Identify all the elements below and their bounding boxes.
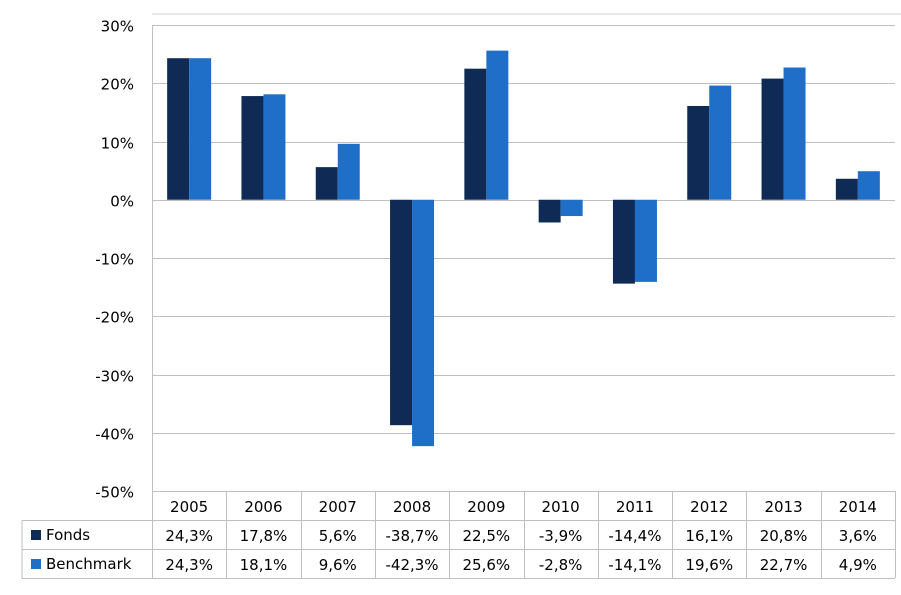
legend-label-fonds: Fonds — [46, 526, 90, 544]
bar-fonds-2009 — [464, 68, 487, 200]
legend-key-fonds — [31, 530, 41, 540]
bar-fonds-2010 — [538, 199, 561, 223]
data-label-fonds: -14,4% — [608, 527, 661, 545]
y-tick-label: 0% — [110, 193, 134, 211]
data-label-fonds: 16,1% — [685, 527, 733, 545]
y-tick-label: -30% — [95, 368, 134, 386]
x-category-label: 2005 — [170, 498, 208, 516]
bar-benchmark-2007 — [337, 143, 360, 200]
bar-benchmark-2013 — [783, 67, 806, 200]
data-label-benchmark: 4,9% — [839, 556, 877, 574]
bar-benchmark-2012 — [709, 85, 732, 200]
data-label-fonds: 17,8% — [240, 527, 288, 545]
legend-key-benchmark — [31, 559, 41, 569]
y-tick-label: 30% — [101, 18, 134, 36]
bar-fonds-2013 — [761, 78, 784, 200]
legend-label-benchmark: Benchmark — [46, 555, 132, 573]
data-label-benchmark: 19,6% — [685, 556, 733, 574]
bar-fonds-2005 — [167, 58, 190, 200]
bar-fonds-2006 — [241, 96, 264, 200]
bar-benchmark-2006 — [263, 94, 286, 200]
x-category-label: 2009 — [467, 498, 505, 516]
bar-fonds-2011 — [612, 199, 635, 284]
x-category-label: 2012 — [690, 498, 728, 516]
data-label-benchmark: -42,3% — [386, 556, 439, 574]
data-label-benchmark: 25,6% — [463, 556, 511, 574]
x-category-label: 2006 — [244, 498, 282, 516]
x-category-label: 2007 — [319, 498, 357, 516]
data-label-benchmark: 24,3% — [165, 556, 213, 574]
data-label-benchmark: 18,1% — [240, 556, 288, 574]
data-label-fonds: 3,6% — [839, 527, 877, 545]
bar-benchmark-2008 — [412, 199, 435, 447]
data-label-fonds: 24,3% — [165, 527, 213, 545]
bar-benchmark-2010 — [560, 199, 583, 217]
bars — [167, 50, 880, 447]
y-tick-label: -10% — [95, 251, 134, 269]
axes: 30% 20% 10% 0% -10% -20% -30% -40% -50% — [95, 18, 153, 578]
x-category-label: 2014 — [839, 498, 877, 516]
y-tick-label: 10% — [101, 135, 134, 153]
y-tick-label: -40% — [95, 426, 134, 444]
data-label-benchmark: -2,8% — [539, 556, 583, 574]
bar-fonds-2007 — [315, 167, 338, 200]
data-label-benchmark: 22,7% — [760, 556, 808, 574]
data-table: 2005 2006 2007 2008 2009 2010 2011 2012 2013 2014… — [21, 491, 896, 579]
bar-benchmark-2009 — [486, 50, 509, 200]
y-tick-label: -20% — [95, 309, 134, 327]
data-label-benchmark: -14,1% — [608, 556, 661, 574]
y-tick-label: 20% — [101, 76, 134, 94]
data-label-fonds: -3,9% — [539, 527, 583, 545]
x-category-label: 2010 — [542, 498, 580, 516]
data-label-fonds: 22,5% — [463, 527, 511, 545]
x-category-label: 2013 — [764, 498, 802, 516]
y-tick-label: -50% — [95, 484, 134, 502]
x-category-label: 2008 — [393, 498, 431, 516]
bar-fonds-2008 — [390, 199, 413, 426]
bar-fonds-2012 — [687, 105, 710, 200]
bar-fonds-2014 — [835, 178, 858, 200]
bar-benchmark-2011 — [634, 199, 657, 282]
data-label-fonds: 20,8% — [760, 527, 808, 545]
x-category-label: 2011 — [616, 498, 654, 516]
data-label-fonds: 5,6% — [319, 527, 357, 545]
bar-benchmark-2005 — [189, 58, 212, 200]
bar-benchmark-2014 — [857, 171, 880, 200]
data-label-benchmark: 9,6% — [319, 556, 357, 574]
data-label-fonds: -38,7% — [386, 527, 439, 545]
